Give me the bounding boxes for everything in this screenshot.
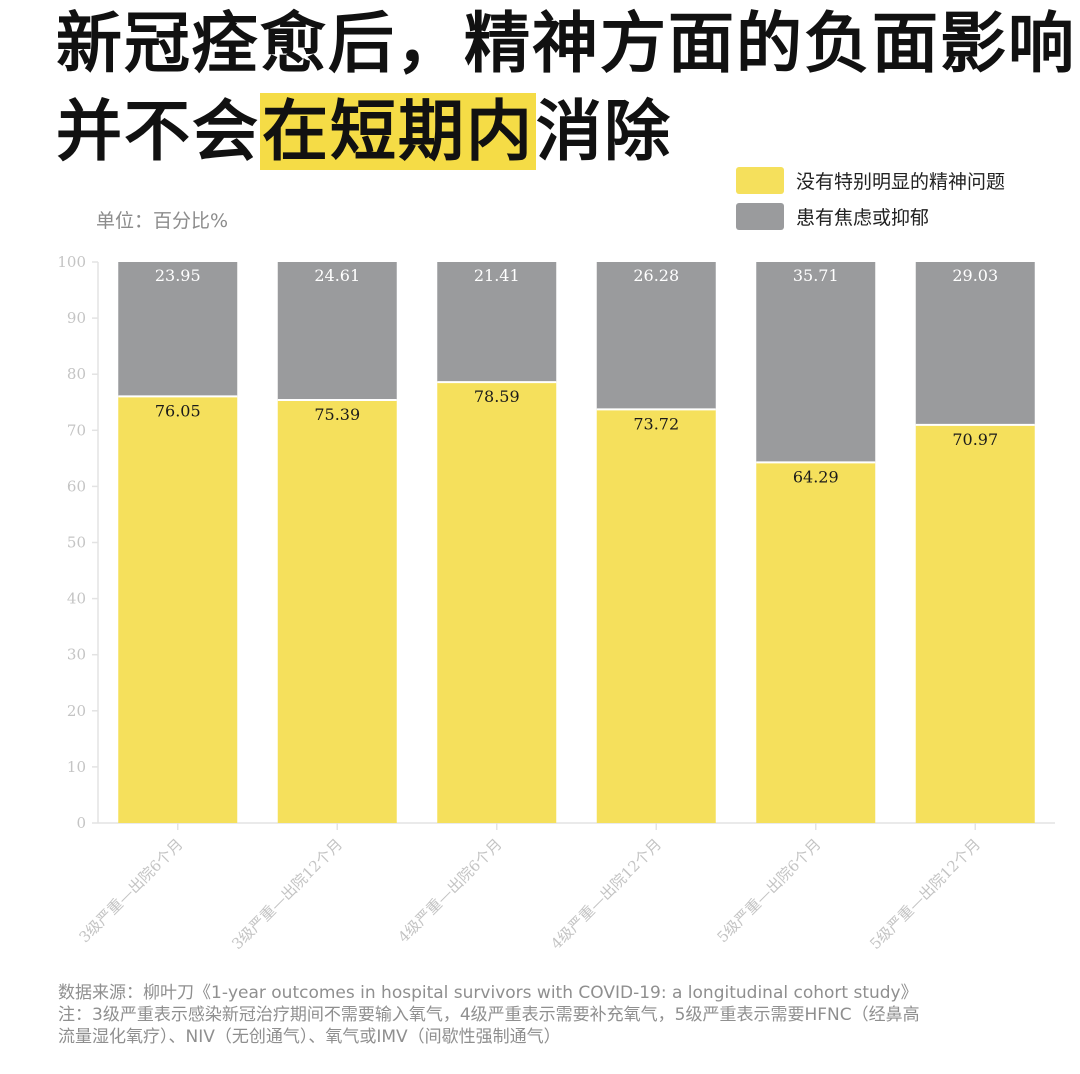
footer: 数据来源：柳叶刀《1-year outcomes in hospital sur… [58, 982, 1048, 1048]
x-tick-label: 4级严重—出院12个月 [547, 835, 665, 953]
x-tick-label: 3级严重—出院12个月 [228, 835, 346, 953]
unit-label: 单位：百分比% [96, 210, 229, 232]
data-label-anxiety: 23.95 [155, 266, 201, 285]
y-tick-label: 0 [76, 814, 86, 832]
x-tick-label: 5级严重—出院6个月 [713, 835, 824, 946]
data-label-anxiety: 21.41 [474, 266, 520, 285]
y-tick-label: 70 [67, 421, 86, 439]
x-tick-label: 4级严重—出院6个月 [394, 835, 505, 946]
footnote-line-1: 注：3级严重表示感染新冠治疗期间不需要输入氧气，4级严重表示需要补充氧气，5级严… [58, 1005, 920, 1025]
title-highlight: 在短期内 [260, 93, 536, 170]
y-tick-label: 90 [67, 309, 86, 327]
x-tick-label: 3级严重—出院6个月 [75, 835, 186, 946]
page-title-line-1: 新冠痊愈后，精神方面的负面影响 [56, 5, 1076, 82]
bar-segment-no-issue [437, 382, 557, 823]
data-label-no-issue: 70.97 [952, 430, 998, 449]
data-label-anxiety: 35.71 [793, 266, 839, 285]
footnote-line-2: 流量湿化氧疗）、NIV（无创通气）、氧气或IMV（间歇性强制通气） [58, 1027, 561, 1047]
page-title-line-2: 并不会在短期内消除 [56, 92, 672, 172]
y-tick-label: 60 [67, 477, 86, 495]
data-label-anxiety: 24.61 [314, 266, 360, 285]
bar-segment-no-issue [118, 396, 238, 823]
chart-legend: 没有特别明显的精神问题 患有焦虑或抑郁 [736, 166, 1005, 238]
title-suffix: 消除 [536, 93, 672, 170]
y-tick-label: 30 [67, 646, 86, 664]
data-label-no-issue: 73.72 [633, 414, 679, 433]
bar-segment-anxiety [118, 262, 238, 397]
bar-segment-no-issue [277, 400, 397, 823]
bar-segment-anxiety [596, 262, 716, 410]
data-label-no-issue: 76.05 [155, 401, 201, 420]
bar-segment-no-issue [756, 462, 876, 823]
data-label-anxiety: 26.28 [633, 266, 679, 285]
bar-segment-no-issue [915, 424, 1035, 823]
legend-label-anxiety: 患有焦虑或抑郁 [796, 206, 930, 229]
x-tick-label: 5级严重—出院12个月 [866, 835, 984, 953]
data-label-no-issue: 78.59 [474, 387, 520, 406]
legend-label-no-issue: 没有特别明显的精神问题 [796, 170, 1006, 193]
y-tick-label: 40 [67, 590, 86, 608]
data-label-no-issue: 64.29 [793, 467, 839, 486]
title-prefix: 并不会 [56, 93, 260, 170]
legend-item-no-issue: 没有特别明显的精神问题 [736, 166, 1005, 194]
bar-segment-anxiety [437, 262, 557, 383]
y-tick-label: 80 [67, 365, 86, 383]
data-label-no-issue: 75.39 [314, 405, 360, 424]
source-note: 数据来源：柳叶刀《1-year outcomes in hospital sur… [58, 983, 918, 1003]
bar-segment-anxiety [915, 262, 1035, 425]
legend-swatch-gray [736, 202, 784, 230]
y-tick-label: 50 [67, 534, 86, 552]
y-tick-label: 100 [57, 253, 86, 271]
bar-segment-anxiety [277, 262, 397, 401]
y-tick-label: 10 [67, 758, 86, 776]
bar-segment-no-issue [596, 409, 716, 823]
bar-segment-anxiety [756, 262, 876, 463]
data-label-anxiety: 29.03 [952, 266, 998, 285]
y-tick-label: 20 [67, 702, 86, 720]
legend-swatch-yellow [736, 166, 784, 194]
legend-item-anxiety: 患有焦虑或抑郁 [736, 202, 1005, 230]
